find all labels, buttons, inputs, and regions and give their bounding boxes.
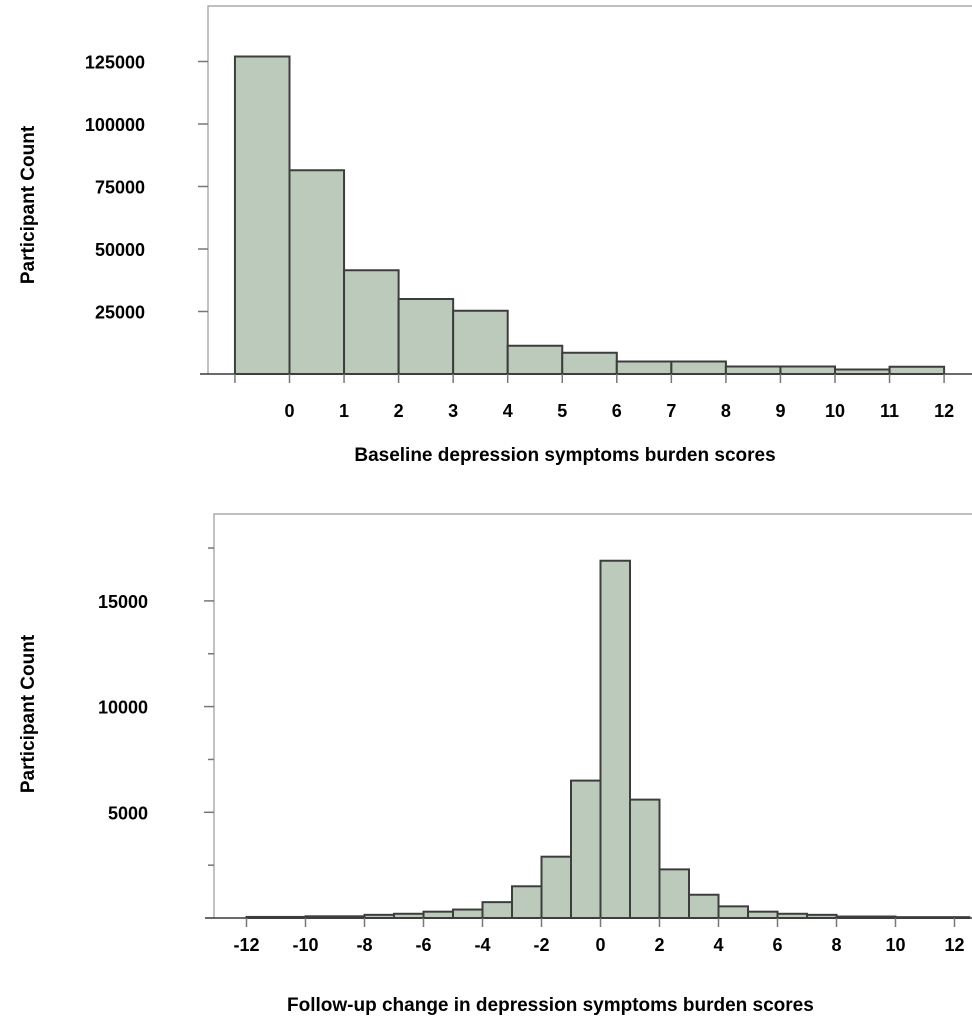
x-tick-label: 0 xyxy=(284,401,294,421)
x-tick-label: 11 xyxy=(880,401,899,421)
histogram-bars xyxy=(245,559,971,920)
x-tick-label: -6 xyxy=(415,935,431,955)
y-axis-ticks: 5000 10000 15000 xyxy=(98,547,214,866)
y-axis-ticks: 25000 50000 75000 100000 125000 xyxy=(85,53,208,323)
histogram-bar xyxy=(343,269,400,375)
x-tick-label: 2 xyxy=(394,401,404,421)
histogram-bar xyxy=(481,901,513,920)
x-tick-label: 4 xyxy=(503,401,513,421)
x-tick-label: -4 xyxy=(474,935,490,955)
y-tick-label: 100000 xyxy=(85,115,145,135)
histogram-bar xyxy=(658,868,690,919)
x-tick-label: 5 xyxy=(557,401,567,421)
y-tick-label: 5000 xyxy=(108,803,148,823)
x-tick-label: 2 xyxy=(654,935,664,955)
x-tick-label: 10 xyxy=(885,935,905,955)
histogram-bar xyxy=(452,309,509,375)
histogram-bar xyxy=(452,908,484,920)
x-tick-label: 12 xyxy=(944,935,964,955)
histogram-bar xyxy=(561,351,618,375)
x-tick-label: 6 xyxy=(612,401,622,421)
x-tick-label: 9 xyxy=(775,401,785,421)
histogram-bar xyxy=(506,344,564,375)
plot-frame xyxy=(207,5,972,374)
x-tick-label: 7 xyxy=(666,401,676,421)
histogram-bar xyxy=(779,365,837,375)
histogram-bar xyxy=(511,885,543,919)
x-tick-label: -12 xyxy=(233,935,259,955)
y-tick-label: 75000 xyxy=(95,178,145,198)
histogram-bar xyxy=(670,360,727,375)
histogram-bar xyxy=(834,368,891,375)
y-axis-label: Participant Count xyxy=(18,125,39,284)
y-axis-label: Participant Count xyxy=(18,634,39,793)
histogram-bar xyxy=(894,916,971,920)
x-tick-label: 0 xyxy=(595,935,605,955)
histogram-bar xyxy=(835,915,897,920)
histogram-bar xyxy=(747,910,779,920)
x-tick-label: -8 xyxy=(356,935,372,955)
x-axis-ticks: 0 1 2 3 4 5 6 7 8 9 10 11 12 xyxy=(234,374,954,421)
x-axis-label: Baseline depression symptoms burden scor… xyxy=(354,445,775,466)
histogram-bar xyxy=(393,912,425,919)
histogram-bar xyxy=(363,913,395,919)
y-tick-label: 10000 xyxy=(98,698,148,718)
histogram-bar xyxy=(540,855,572,919)
y-tick-label: 50000 xyxy=(95,240,145,260)
histogram-bar xyxy=(888,365,946,375)
x-tick-label: 8 xyxy=(721,401,731,421)
histogram-bar xyxy=(288,169,346,375)
histogram-bar xyxy=(717,905,749,919)
histogram-bar xyxy=(688,893,720,919)
followup-change-histogram-panel: -12 -10 -8 -6 -4 -2 0 2 4 6 8 10 12 5000 10000 15000 P… xyxy=(18,513,972,1016)
x-tick-label: 3 xyxy=(448,401,458,421)
y-tick-label: 125000 xyxy=(85,53,145,73)
x-axis-label: Follow-up change in depression symptoms … xyxy=(287,995,814,1016)
x-tick-label: 4 xyxy=(713,935,723,955)
histogram-bar xyxy=(599,559,631,919)
baseline-histogram-panel: 0 1 2 3 4 5 6 7 8 9 10 11 12 25000500007500010000012… xyxy=(18,5,972,466)
histogram-bar xyxy=(776,912,808,919)
histogram-bar xyxy=(422,910,454,920)
histogram-bar xyxy=(233,55,291,375)
histogram-bar xyxy=(806,913,838,919)
x-tick-label: -2 xyxy=(533,935,549,955)
x-tick-label: -10 xyxy=(292,935,318,955)
histogram-bar xyxy=(615,360,673,375)
x-tick-label: 6 xyxy=(772,935,782,955)
x-tick-label: 10 xyxy=(825,401,845,421)
histogram-bar xyxy=(245,915,307,919)
histogram-bars xyxy=(233,55,946,375)
histogram-bar xyxy=(397,298,455,375)
histogram-bar xyxy=(629,798,661,920)
x-tick-label: 1 xyxy=(339,401,349,421)
plot-frame xyxy=(213,513,972,918)
x-tick-label: 8 xyxy=(831,935,841,955)
histogram-bar xyxy=(570,779,602,920)
histogram-bar xyxy=(724,365,782,375)
histogram-bar xyxy=(304,915,366,919)
x-axis-ticks: -12 -10 -8 -6 -4 -2 0 2 4 6 8 10 12 xyxy=(233,918,965,955)
y-tick-label: 15000 xyxy=(98,592,148,612)
y-tick-label: 25000 xyxy=(95,303,145,323)
x-tick-label: 12 xyxy=(934,401,954,421)
